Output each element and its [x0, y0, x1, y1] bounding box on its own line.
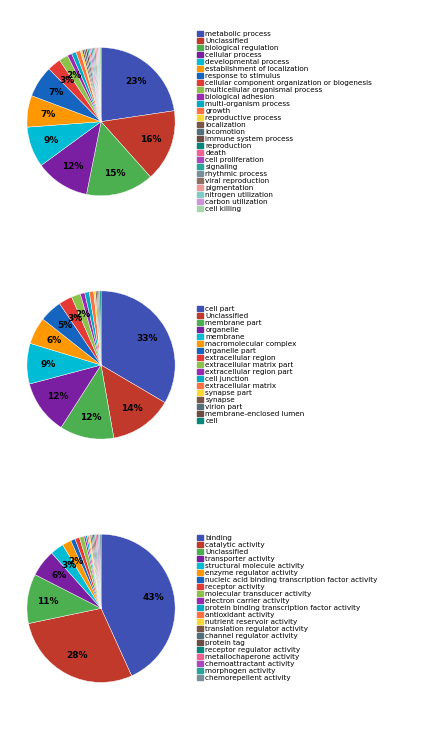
Wedge shape	[43, 304, 101, 365]
Wedge shape	[60, 55, 101, 122]
Wedge shape	[91, 48, 101, 122]
Wedge shape	[84, 536, 101, 608]
Wedge shape	[85, 292, 101, 365]
Wedge shape	[49, 61, 101, 122]
Wedge shape	[89, 535, 101, 608]
Wedge shape	[29, 608, 132, 683]
Wedge shape	[61, 365, 114, 439]
Wedge shape	[30, 319, 101, 365]
Text: 5%: 5%	[57, 321, 72, 331]
Wedge shape	[41, 122, 101, 194]
Text: 3%: 3%	[60, 76, 75, 85]
Wedge shape	[72, 294, 101, 365]
Wedge shape	[71, 539, 101, 608]
Wedge shape	[97, 291, 101, 365]
Text: 15%: 15%	[104, 169, 126, 177]
Wedge shape	[101, 111, 175, 177]
Wedge shape	[97, 534, 101, 608]
Text: 3%: 3%	[62, 561, 77, 570]
Wedge shape	[27, 343, 101, 384]
Wedge shape	[85, 536, 101, 608]
Text: 33%: 33%	[136, 334, 158, 343]
Wedge shape	[101, 534, 175, 676]
Text: 6%: 6%	[51, 572, 67, 580]
Wedge shape	[80, 50, 101, 122]
Wedge shape	[101, 365, 165, 438]
Wedge shape	[93, 48, 101, 122]
Wedge shape	[82, 50, 101, 122]
Wedge shape	[88, 535, 101, 608]
Wedge shape	[80, 537, 101, 608]
Wedge shape	[72, 52, 101, 122]
Wedge shape	[63, 541, 101, 608]
Wedge shape	[67, 54, 101, 122]
Wedge shape	[29, 365, 101, 428]
Wedge shape	[88, 49, 101, 122]
Text: 9%: 9%	[40, 359, 56, 369]
Text: 12%: 12%	[61, 162, 83, 171]
Wedge shape	[75, 537, 101, 608]
Wedge shape	[100, 534, 101, 608]
Wedge shape	[89, 48, 101, 122]
Text: 43%: 43%	[142, 593, 164, 602]
Wedge shape	[94, 47, 101, 122]
Wedge shape	[35, 553, 101, 608]
Wedge shape	[27, 122, 101, 166]
Wedge shape	[86, 122, 150, 196]
Text: 2%: 2%	[67, 72, 82, 80]
Text: 28%: 28%	[66, 651, 88, 661]
Wedge shape	[90, 535, 101, 608]
Wedge shape	[80, 293, 101, 365]
Wedge shape	[101, 291, 175, 402]
Text: 2%: 2%	[69, 556, 84, 566]
Wedge shape	[27, 96, 101, 127]
Wedge shape	[85, 49, 101, 122]
Wedge shape	[96, 47, 101, 122]
Wedge shape	[94, 291, 101, 365]
Wedge shape	[98, 534, 101, 608]
Text: 16%: 16%	[141, 135, 162, 145]
Wedge shape	[100, 291, 101, 365]
Text: 6%: 6%	[46, 336, 61, 345]
Text: 12%: 12%	[80, 412, 101, 422]
Legend: metabolic process, Unclassified, biological regulation, cellular process, develo: metabolic process, Unclassified, biologi…	[197, 31, 372, 212]
Wedge shape	[90, 48, 101, 122]
Wedge shape	[97, 47, 101, 122]
Wedge shape	[52, 545, 101, 608]
Wedge shape	[98, 47, 101, 122]
Wedge shape	[91, 534, 101, 608]
Wedge shape	[96, 534, 101, 608]
Legend: binding, catalytic activity, Unclassified, transporter activity, structural mole: binding, catalytic activity, Unclassifie…	[197, 535, 378, 681]
Wedge shape	[94, 534, 101, 608]
Text: 11%: 11%	[37, 596, 59, 606]
Text: 23%: 23%	[125, 77, 147, 85]
Text: 12%: 12%	[47, 392, 69, 401]
Wedge shape	[93, 534, 101, 608]
Text: 3%: 3%	[68, 314, 83, 323]
Wedge shape	[60, 297, 101, 365]
Text: 7%: 7%	[40, 110, 56, 118]
Wedge shape	[98, 291, 101, 365]
Text: 9%: 9%	[43, 136, 59, 145]
Wedge shape	[27, 575, 101, 623]
Text: 2%: 2%	[75, 310, 91, 319]
Wedge shape	[84, 49, 101, 122]
Text: 14%: 14%	[121, 404, 142, 413]
Wedge shape	[100, 47, 101, 122]
Wedge shape	[101, 47, 174, 122]
Wedge shape	[89, 291, 101, 365]
Wedge shape	[96, 291, 101, 365]
Wedge shape	[76, 50, 101, 122]
Wedge shape	[32, 69, 101, 122]
Text: 7%: 7%	[48, 88, 64, 97]
Legend: cell part, Unclassified, membrane part, organelle, membrane, macromolecular comp: cell part, Unclassified, membrane part, …	[197, 306, 304, 424]
